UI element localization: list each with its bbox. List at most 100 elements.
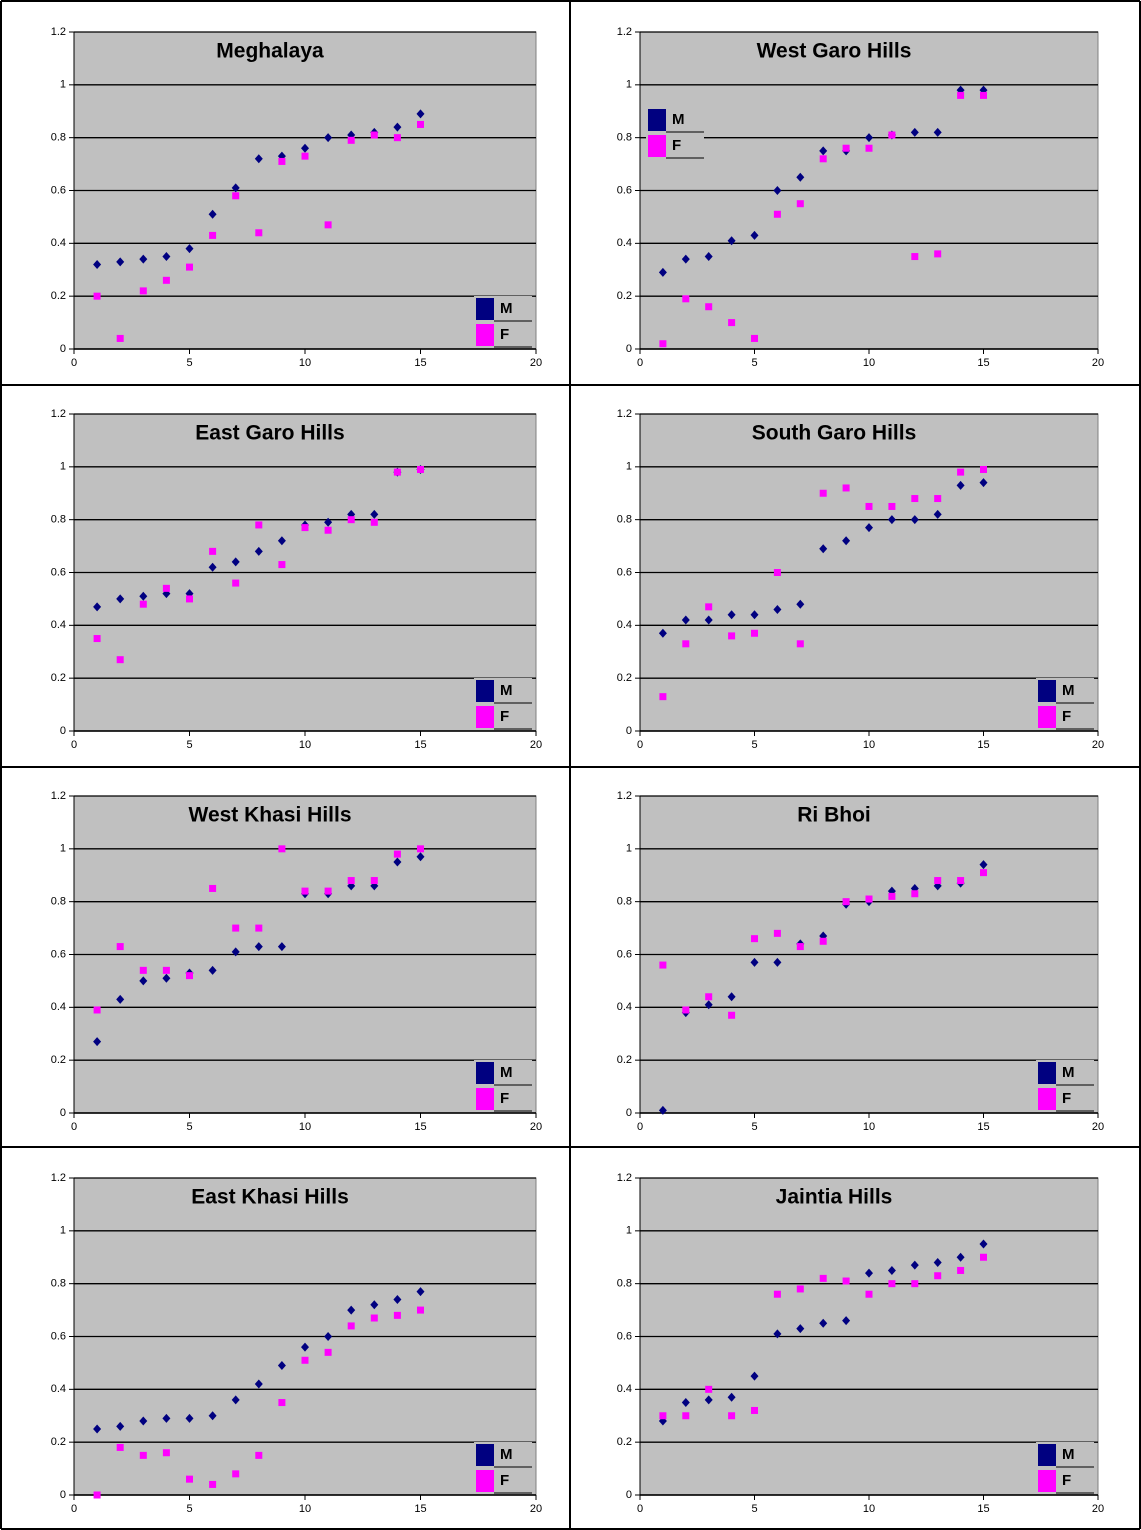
point (231, 1395, 240, 1405)
x-tick-label: 0 (71, 357, 77, 369)
point (773, 1290, 781, 1298)
y-tick-label: 0.4 (617, 619, 632, 631)
point (232, 924, 240, 932)
point (957, 877, 965, 885)
y-tick-label: 0 (626, 725, 632, 737)
point (301, 524, 309, 532)
y-tick-label: 0.8 (617, 1278, 632, 1290)
legend-label: M (500, 1064, 513, 1081)
point (911, 253, 919, 261)
y-tick-label: 0.2 (617, 672, 632, 684)
point (842, 898, 850, 906)
point (910, 515, 919, 525)
point (324, 1348, 332, 1356)
point (751, 935, 758, 943)
point (278, 845, 286, 853)
point (865, 895, 873, 903)
chart-title: Jaintia Hills (776, 1186, 893, 1209)
x-tick-label: 10 (863, 1503, 875, 1515)
point (162, 1449, 170, 1457)
point (162, 252, 171, 262)
point (842, 1277, 850, 1285)
point (116, 257, 125, 267)
point (819, 937, 827, 945)
y-tick-label: 1.2 (51, 408, 66, 420)
point (728, 1412, 736, 1420)
point (393, 1295, 402, 1305)
legend-label: M (500, 682, 513, 699)
y-tick-label: 1 (626, 461, 632, 473)
point (324, 887, 332, 895)
point (957, 1266, 965, 1274)
point (417, 120, 424, 128)
point (185, 244, 194, 254)
point (255, 229, 263, 237)
point (980, 869, 987, 877)
point (681, 615, 690, 625)
point (682, 1412, 690, 1420)
point (370, 518, 378, 526)
point (347, 516, 355, 524)
point (93, 1424, 102, 1434)
point (750, 230, 759, 240)
point (232, 192, 240, 200)
legend-label: F (500, 326, 509, 343)
point (393, 134, 401, 142)
y-tick-label: 0.4 (51, 1383, 66, 1395)
legend-swatch (648, 135, 666, 157)
point (865, 133, 873, 143)
legend-swatch (1038, 1444, 1056, 1466)
point (728, 1011, 736, 1019)
point (370, 1314, 378, 1322)
point (208, 562, 217, 572)
point (277, 1361, 286, 1371)
point (658, 267, 667, 277)
point (347, 1305, 356, 1315)
point (887, 1265, 896, 1275)
point (773, 186, 782, 195)
point (139, 254, 148, 264)
chart-title: South Garo Hills (752, 422, 917, 445)
legend-swatch (1038, 1470, 1056, 1492)
point (980, 465, 987, 473)
point (933, 127, 942, 137)
point (255, 521, 263, 529)
point (750, 1371, 759, 1381)
point (231, 947, 240, 957)
y-tick-label: 0.8 (617, 514, 632, 526)
point (324, 133, 333, 143)
point (934, 250, 942, 258)
legend-label: M (500, 300, 513, 317)
x-tick-label: 5 (751, 357, 757, 369)
point (162, 966, 170, 974)
y-tick-label: 0.2 (51, 1054, 66, 1066)
y-tick-label: 0.4 (51, 619, 66, 631)
point (819, 1274, 827, 1282)
point (278, 561, 286, 569)
point (393, 850, 401, 858)
y-tick-label: 0.6 (617, 184, 632, 196)
point (254, 546, 263, 556)
point (417, 1306, 424, 1314)
point (934, 495, 942, 503)
point (842, 1316, 851, 1326)
x-tick-label: 20 (530, 1503, 542, 1515)
point (116, 594, 125, 604)
point (254, 942, 263, 952)
legend-label: F (1062, 1090, 1071, 1107)
point (682, 295, 690, 303)
point (704, 252, 713, 262)
point (658, 628, 667, 638)
point (370, 877, 378, 885)
legend-label: M (1062, 682, 1075, 699)
x-tick-label: 5 (186, 1503, 192, 1515)
legend-swatch (476, 680, 494, 702)
point (209, 547, 217, 555)
point (888, 892, 896, 900)
point (819, 544, 828, 554)
point (728, 632, 736, 640)
y-tick-label: 0.4 (617, 1383, 632, 1395)
legend-swatch (476, 1062, 494, 1084)
point (888, 502, 896, 510)
